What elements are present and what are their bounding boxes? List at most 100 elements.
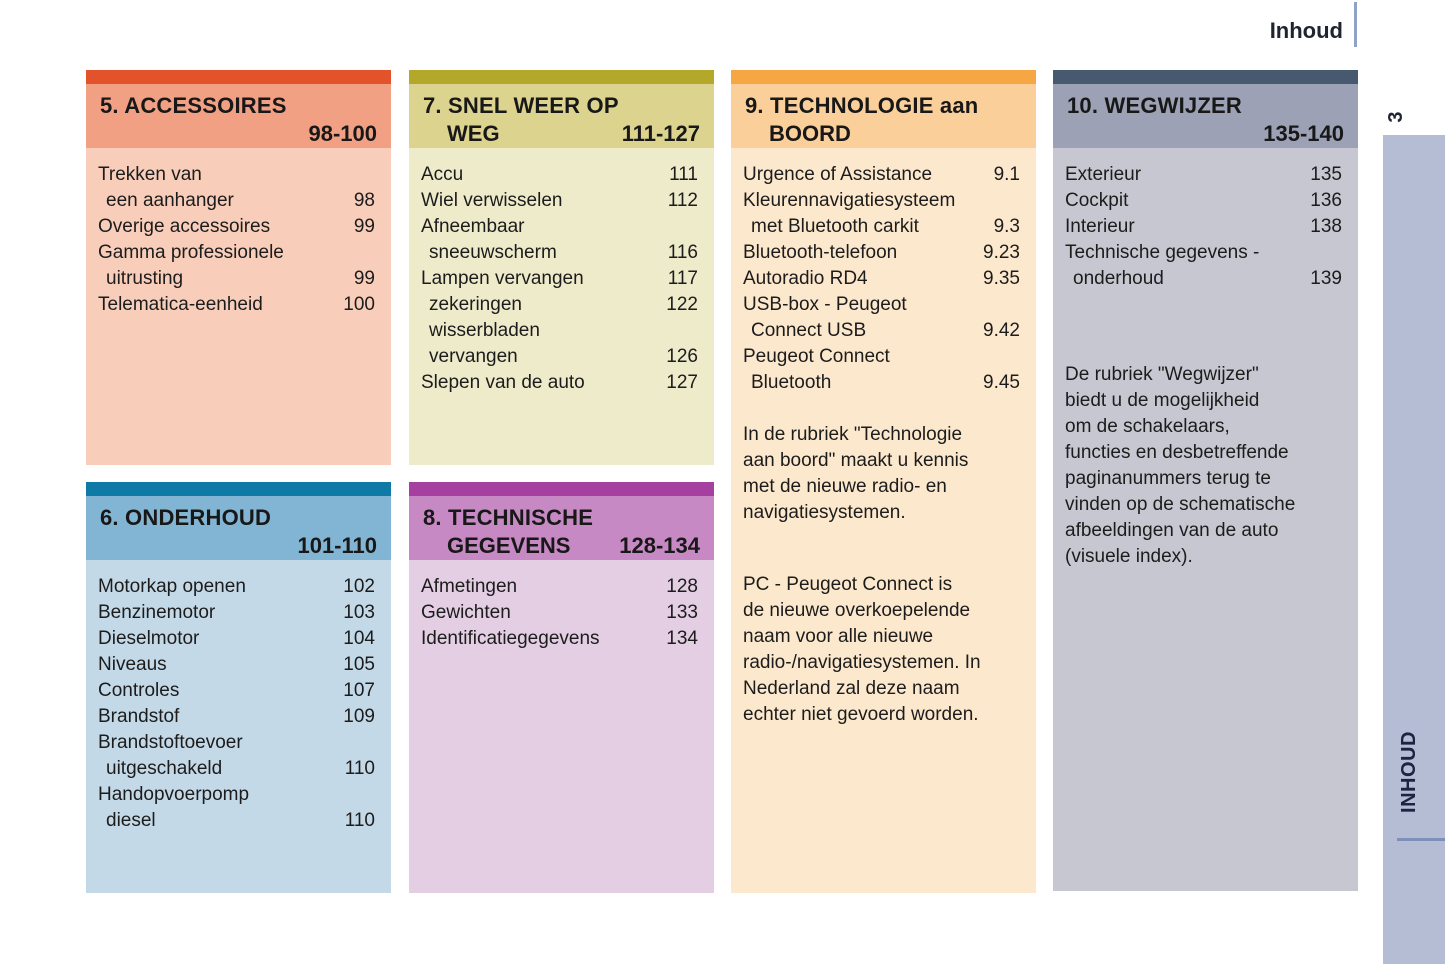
toc-entry-label: USB-box - Peugeot [743, 294, 907, 315]
toc-entry: Overige accessoires 99 [98, 214, 375, 240]
section-header: 9. TECHNOLOGIE aan BOORD [731, 84, 1036, 148]
toc-entry-label: uitrusting [106, 268, 184, 289]
toc-entry: Bluetooth 9.45 [743, 370, 1020, 396]
toc-entry-page: 9.1 [993, 164, 1020, 185]
section-title: 6. ONDERHOUD [100, 505, 272, 530]
section-title: 7. SNEL WEER OP [423, 93, 619, 118]
section-toc-list: Accu 111 Wiel verwisselen 112 Afneembaar snee… [409, 148, 714, 465]
toc-entry: wisserbladen [421, 318, 698, 344]
toc-entry-label: Wiel verwisselen [421, 190, 563, 211]
section-toc-list: Exterieur 135 Cockpit 136 Interieur 138 Techni… [1053, 148, 1358, 891]
toc-entry: Interieur 138 [1065, 214, 1342, 240]
toc-entry-label: Trekken van [98, 164, 202, 185]
toc-entry-label: Lampen vervangen [421, 268, 584, 289]
toc-entry-page: 110 [344, 758, 375, 779]
toc-entry-page: 9.42 [983, 320, 1020, 341]
toc-entry-page: 116 [667, 242, 698, 263]
toc-entry-label: Interieur [1065, 216, 1135, 237]
section-page-range: 128-134 [619, 533, 700, 558]
toc-entry-label: Overige accessoires [98, 216, 271, 237]
toc-entry-page: 138 [1310, 216, 1342, 237]
toc-entry: Trekken van [98, 162, 375, 188]
section-technische-gegevens: 8. TECHNISCHE GEGEVENS 128-134 Afmetinge… [409, 482, 714, 893]
toc-entry: Benzinemotor 103 [98, 600, 375, 626]
toc-entry-label: diesel [106, 810, 156, 831]
page-title-rule [1354, 2, 1357, 47]
toc-entry: Motorkap openen 102 [98, 574, 375, 600]
section-title-line2: WEG [447, 121, 500, 146]
toc-entry: Brandstof 109 [98, 704, 375, 730]
page-title: Inhoud [1269, 18, 1343, 43]
side-tab-rule [1397, 838, 1445, 841]
toc-entry-label: met Bluetooth carkit [751, 216, 919, 237]
toc-entry-label: Benzinemotor [98, 602, 216, 623]
toc-entry: Slepen van de auto 127 [421, 370, 698, 396]
toc-entry: zekeringen 122 [421, 292, 698, 318]
section-page-range: 98-100 [308, 121, 377, 146]
toc-entry: Handopvoerpomp [98, 782, 375, 808]
section-title: 10. WEGWIJZER [1067, 93, 1242, 118]
section-color-bar [86, 70, 391, 84]
toc-entry-page: 99 [353, 216, 375, 237]
toc-entry-label: Brandstof [98, 706, 180, 727]
toc-entry: Identificatiegegevens 134 [421, 626, 698, 652]
section-wegwijzer: 10. WEGWIJZER 135-140 Exterieur 135 Cockpi… [1053, 70, 1358, 891]
toc-entry-label: Gamma professionele [98, 242, 284, 263]
toc-entry: sneeuwscherm 116 [421, 240, 698, 266]
toc-entry-page: 133 [666, 602, 698, 623]
toc-entry-page: 111 [669, 164, 698, 185]
toc-entry-page: 9.23 [983, 242, 1020, 263]
toc-entry-page: 112 [667, 190, 698, 211]
section-title: 9. TECHNOLOGIE aan [745, 93, 979, 118]
toc-entry-label: wisserbladen [429, 320, 540, 341]
toc-entry: Kleurennavigatiesysteem [743, 188, 1020, 214]
toc-entry-label: Dieselmotor [98, 628, 200, 649]
section-toc-list: Afmetingen 128 Gewichten 133 Identificatiege… [409, 560, 714, 893]
toc-entry-label: Bluetooth-telefoon [743, 242, 898, 263]
toc-entry: Technische gegevens - [1065, 240, 1342, 266]
section-accessoires: 5. ACCESSOIRES 98-100 Trekken van een aan… [86, 70, 391, 465]
toc-entry: Cockpit 136 [1065, 188, 1342, 214]
section-onderhoud: 6. ONDERHOUD 101-110 Motorkap openen 102 B… [86, 482, 391, 893]
toc-entry-label: Autoradio RD4 [743, 268, 868, 289]
toc-entry-label: Kleurennavigatiesysteem [743, 190, 956, 211]
toc-entry-page: 9.45 [983, 372, 1020, 393]
toc-entry-page: 102 [343, 576, 375, 597]
toc-entry-label: Identificatiegegevens [421, 628, 600, 649]
toc-entry: vervangen 126 [421, 344, 698, 370]
toc-entry: Peugeot Connect [743, 344, 1020, 370]
toc-entry-label: Technische gegevens - [1065, 242, 1260, 263]
toc-entry-label: Connect USB [751, 320, 867, 341]
toc-entry: Afmetingen 128 [421, 574, 698, 600]
toc-entry-label: Peugeot Connect [743, 346, 890, 367]
section-header: 10. WEGWIJZER 135-140 [1053, 84, 1358, 148]
section-color-bar [731, 70, 1036, 84]
section-header: 8. TECHNISCHE GEGEVENS 128-134 [409, 496, 714, 560]
toc-entry-label: Slepen van de auto [421, 372, 585, 393]
toc-entry-page: 98 [353, 190, 375, 211]
section-header: 7. SNEL WEER OP WEG 111-127 [409, 84, 714, 148]
section-page-range: 111-127 [621, 121, 700, 146]
toc-entry: Bluetooth-telefoon 9.23 [743, 240, 1020, 266]
toc-entry-label: Telematica-eenheid [98, 294, 263, 315]
toc-entry: USB-box - Peugeot [743, 292, 1020, 318]
section-paragraph: PC - Peugeot Connect is de nieuwe overko… [743, 574, 981, 725]
section-snel-weer-op-weg: 7. SNEL WEER OP WEG 111-127 Accu 111 Wiel … [409, 70, 714, 465]
toc-entry-label: uitgeschakeld [106, 758, 223, 779]
toc-entry-label: Bluetooth [751, 372, 832, 393]
section-page-range: 101-110 [297, 533, 377, 558]
toc-entry-page: 117 [667, 268, 698, 289]
toc-entry-page: 100 [343, 294, 375, 315]
section-paragraph: In de rubriek "Technologie aan boord" ma… [743, 424, 969, 523]
section-color-bar [409, 482, 714, 496]
section-page-range: 135-140 [1263, 121, 1344, 146]
toc-entry-page: 109 [343, 706, 375, 727]
toc-entry-page: 107 [343, 680, 375, 701]
side-tab-label: INHOUD [1398, 731, 1420, 813]
toc-entry-page: 127 [666, 372, 698, 393]
toc-entry: Urgence of Assistance 9.1 [743, 162, 1020, 188]
toc-entry-label: Cockpit [1065, 190, 1129, 211]
toc-entry: Niveaus 105 [98, 652, 375, 678]
toc-entry: Telematica-eenheid 100 [98, 292, 375, 318]
toc-entry-label: Controles [98, 680, 180, 701]
